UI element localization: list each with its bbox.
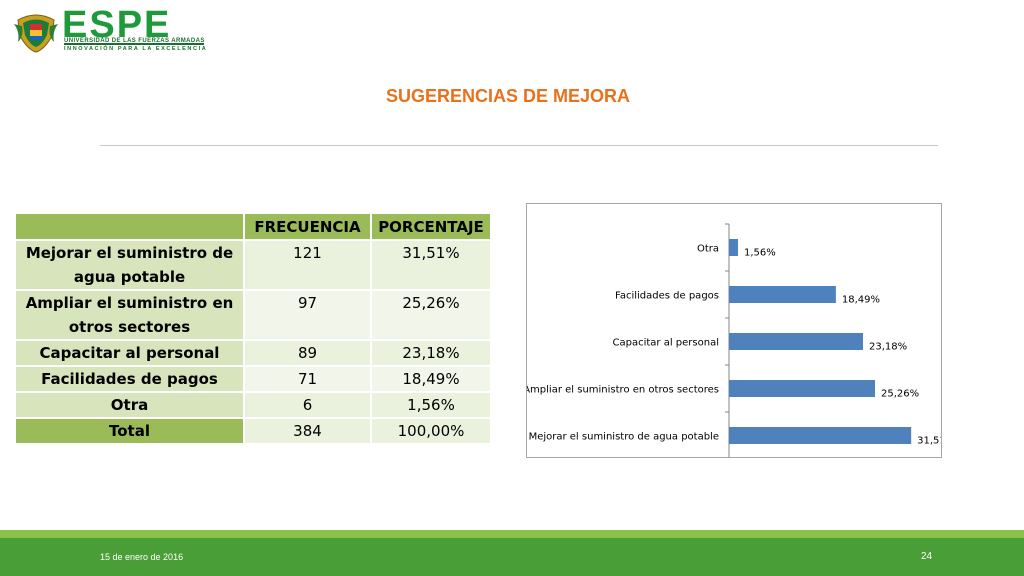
- logo-divider: [64, 43, 204, 45]
- table-row: Ampliar el suministro en otros sectores …: [14, 289, 492, 341]
- category-label: Ampliar el suministro en otros sectores: [527, 385, 719, 396]
- footer-bar: [0, 538, 1024, 576]
- table-total-row: Total 384 100,00%: [14, 417, 492, 445]
- slide-title: SUGERENCIAS DE MEJORA: [385, 86, 631, 106]
- header-porcentaje: PORCENTAJE: [370, 212, 492, 241]
- category-label: Otra: [697, 244, 719, 255]
- data-label: 18,49%: [842, 295, 880, 306]
- total-label: Total: [14, 417, 245, 445]
- category-label: Facilidades de pagos: [615, 291, 719, 302]
- logo-wordmark: ESPE: [62, 4, 172, 46]
- bar-chart-svg: Otra 1,56% Facilidades de pagos 18,49% Capac…: [527, 223, 941, 457]
- footer-accent-bar: [0, 530, 1024, 538]
- crest-icon: [14, 14, 58, 53]
- row-label: Facilidades de pagos: [14, 365, 245, 393]
- table-row: Otra 6 1,56%: [14, 391, 492, 419]
- row-porcentaje: 31,51%: [370, 239, 492, 291]
- row-label: Ampliar el suministro en otros sectores: [14, 289, 245, 341]
- header-cell-blank: [14, 212, 245, 241]
- logo-tagline-1: UNIVERSIDAD DE LAS FUERZAS ARMADAS: [64, 38, 205, 44]
- bar-chart: Otra 1,56% Facilidades de pagos 18,49% Capac…: [526, 203, 942, 458]
- table-row: Capacitar al personal 89 23,18%: [14, 339, 492, 367]
- header-frecuencia: FRECUENCIA: [243, 212, 372, 241]
- table-row: Mejorar el suministro de agua potable 12…: [14, 239, 492, 291]
- total-frecuencia: 384: [243, 417, 372, 445]
- row-frecuencia: 71: [243, 365, 372, 393]
- results-table: FRECUENCIA PORCENTAJE Mejorar el suminis…: [14, 212, 492, 445]
- row-porcentaje: 23,18%: [370, 339, 492, 367]
- footer-date: 15 de enero de 2016: [100, 552, 184, 562]
- bar: [729, 427, 912, 444]
- espe-logo: ESPE UNIVERSIDAD DE LAS FUERZAS ARMADAS …: [14, 4, 206, 54]
- page-number: 24: [921, 551, 933, 562]
- data-label: 1,56%: [744, 248, 776, 259]
- data-label: 23,18%: [869, 342, 907, 353]
- total-porcentaje: 100,00%: [370, 417, 492, 445]
- row-porcentaje: 18,49%: [370, 365, 492, 393]
- data-label: 25,26%: [881, 389, 919, 400]
- row-frecuencia: 89: [243, 339, 372, 367]
- logo-tagline-2: INNOVACIÓN PARA LA EXCELENCIA: [64, 46, 208, 52]
- table-header-row: FRECUENCIA PORCENTAJE: [14, 212, 492, 241]
- row-porcentaje: 1,56%: [370, 391, 492, 419]
- table-row: Facilidades de pagos 71 18,49%: [14, 365, 492, 393]
- bar: [729, 380, 876, 397]
- row-porcentaje: 25,26%: [370, 289, 492, 341]
- data-label: 31,51%: [917, 436, 941, 447]
- row-label: Capacitar al personal: [14, 339, 245, 367]
- row-label: Mejorar el suministro de agua potable: [14, 239, 245, 291]
- row-label: Otra: [14, 391, 245, 419]
- bar: [729, 286, 836, 303]
- category-label: Capacitar al personal: [613, 338, 719, 349]
- bar: [729, 333, 864, 350]
- category-label: Mejorar el suministro de agua potable: [529, 432, 719, 443]
- row-frecuencia: 97: [243, 289, 372, 341]
- row-frecuencia: 6: [243, 391, 372, 419]
- title-divider: [100, 145, 938, 146]
- bar: [729, 239, 739, 256]
- row-frecuencia: 121: [243, 239, 372, 291]
